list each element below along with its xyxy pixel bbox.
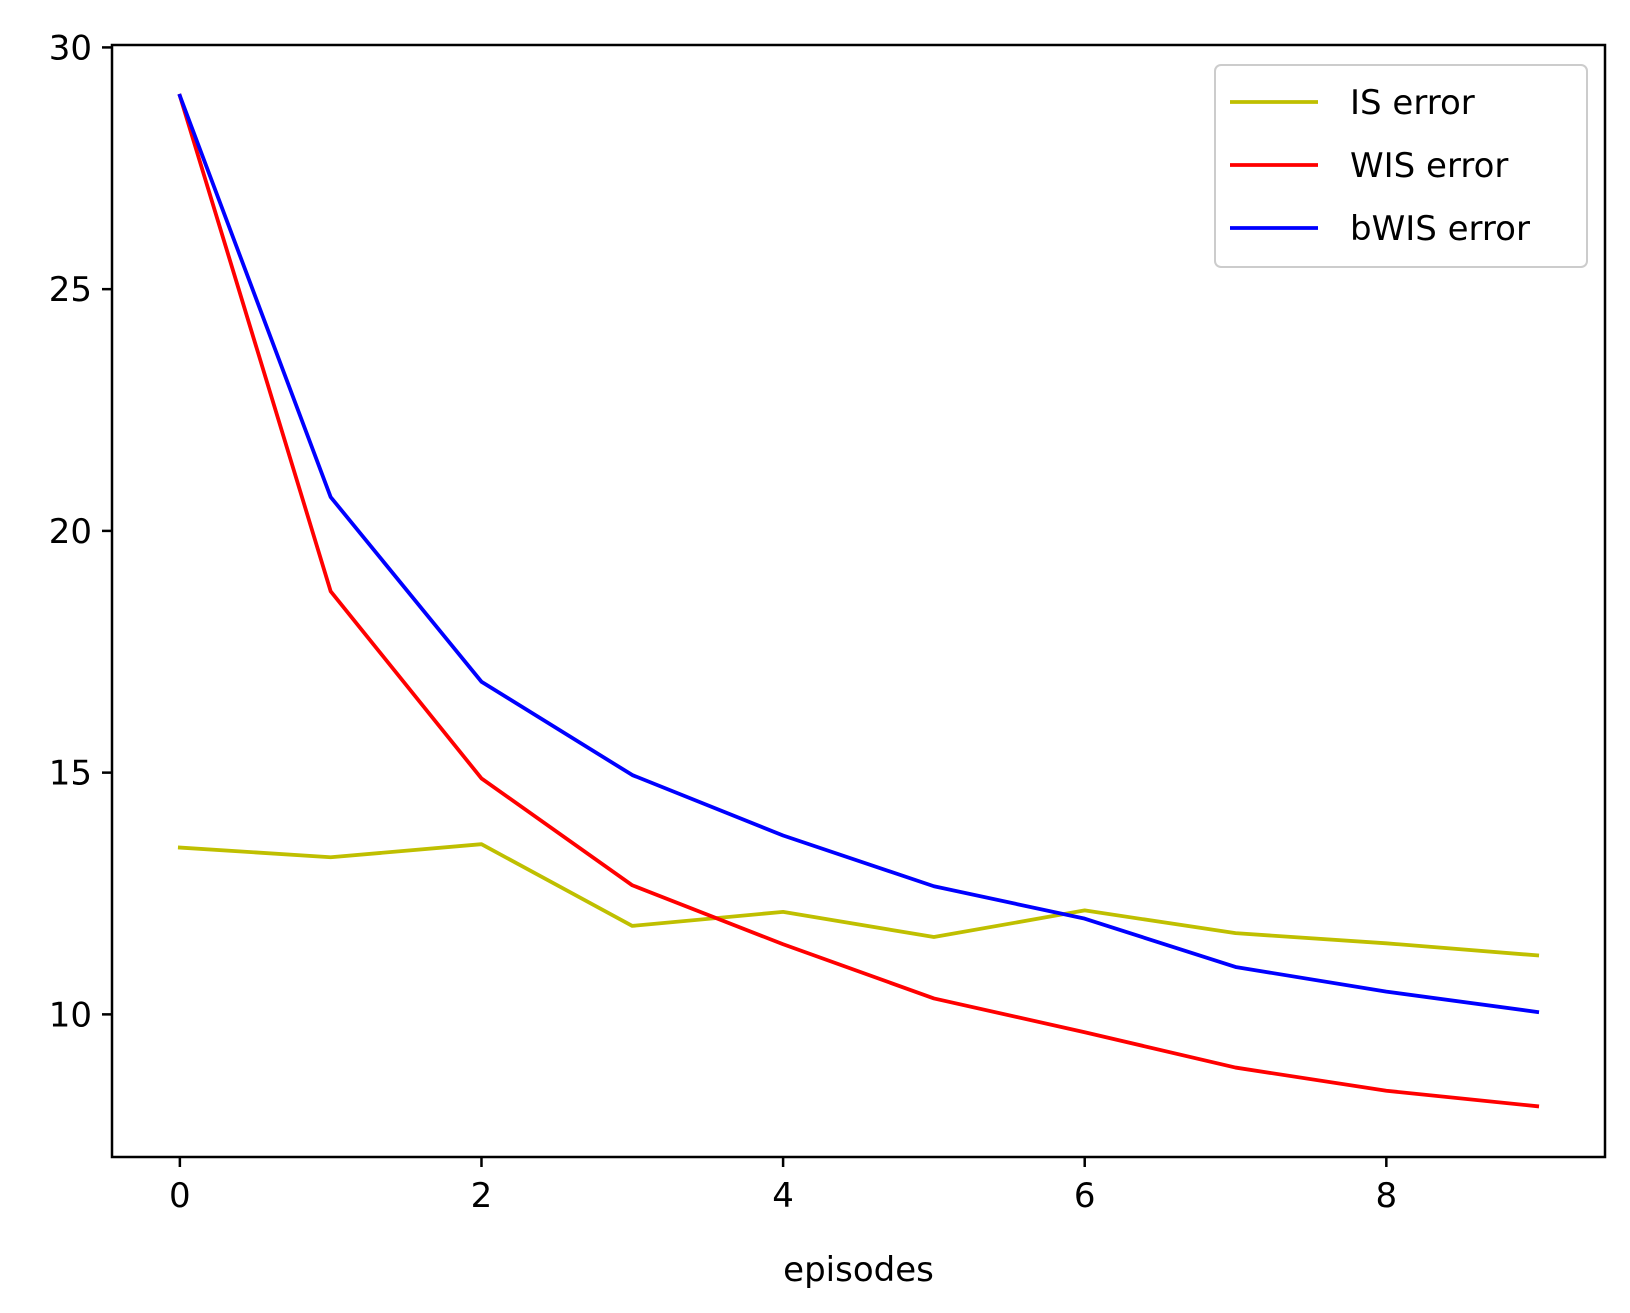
x-tick-label: 8: [1376, 1176, 1398, 1216]
legend-box: [1214, 64, 1588, 268]
series-line-0: [177, 842, 1540, 958]
x-tick-label: 0: [169, 1176, 191, 1216]
x-axis: 0 2 4 6 8: [169, 1157, 1397, 1216]
legend: IS error WIS error bWIS error: [1214, 64, 1588, 268]
y-tick-label: 30: [49, 28, 92, 68]
legend-label-0: IS error: [1350, 83, 1475, 123]
legend-label-2: bWIS error: [1350, 209, 1530, 249]
x-axis-label: episodes: [783, 1250, 934, 1290]
axes-frame: [110, 43, 1607, 1159]
series-line-1: [177, 93, 1540, 1109]
y-tick-label: 25: [49, 270, 92, 310]
x-tick-label: 6: [1074, 1176, 1096, 1216]
x-tick-label: 4: [772, 1176, 794, 1216]
plot-area: [177, 93, 1540, 1109]
y-axis: 10 15 20 25 30: [49, 28, 112, 1035]
series-line-2: [177, 93, 1540, 1015]
legend-label-1: WIS error: [1350, 146, 1508, 186]
y-tick-label: 10: [49, 995, 92, 1035]
x-tick-label: 2: [471, 1176, 493, 1216]
y-tick-label: 15: [49, 754, 92, 794]
y-tick-label: 20: [49, 512, 92, 552]
